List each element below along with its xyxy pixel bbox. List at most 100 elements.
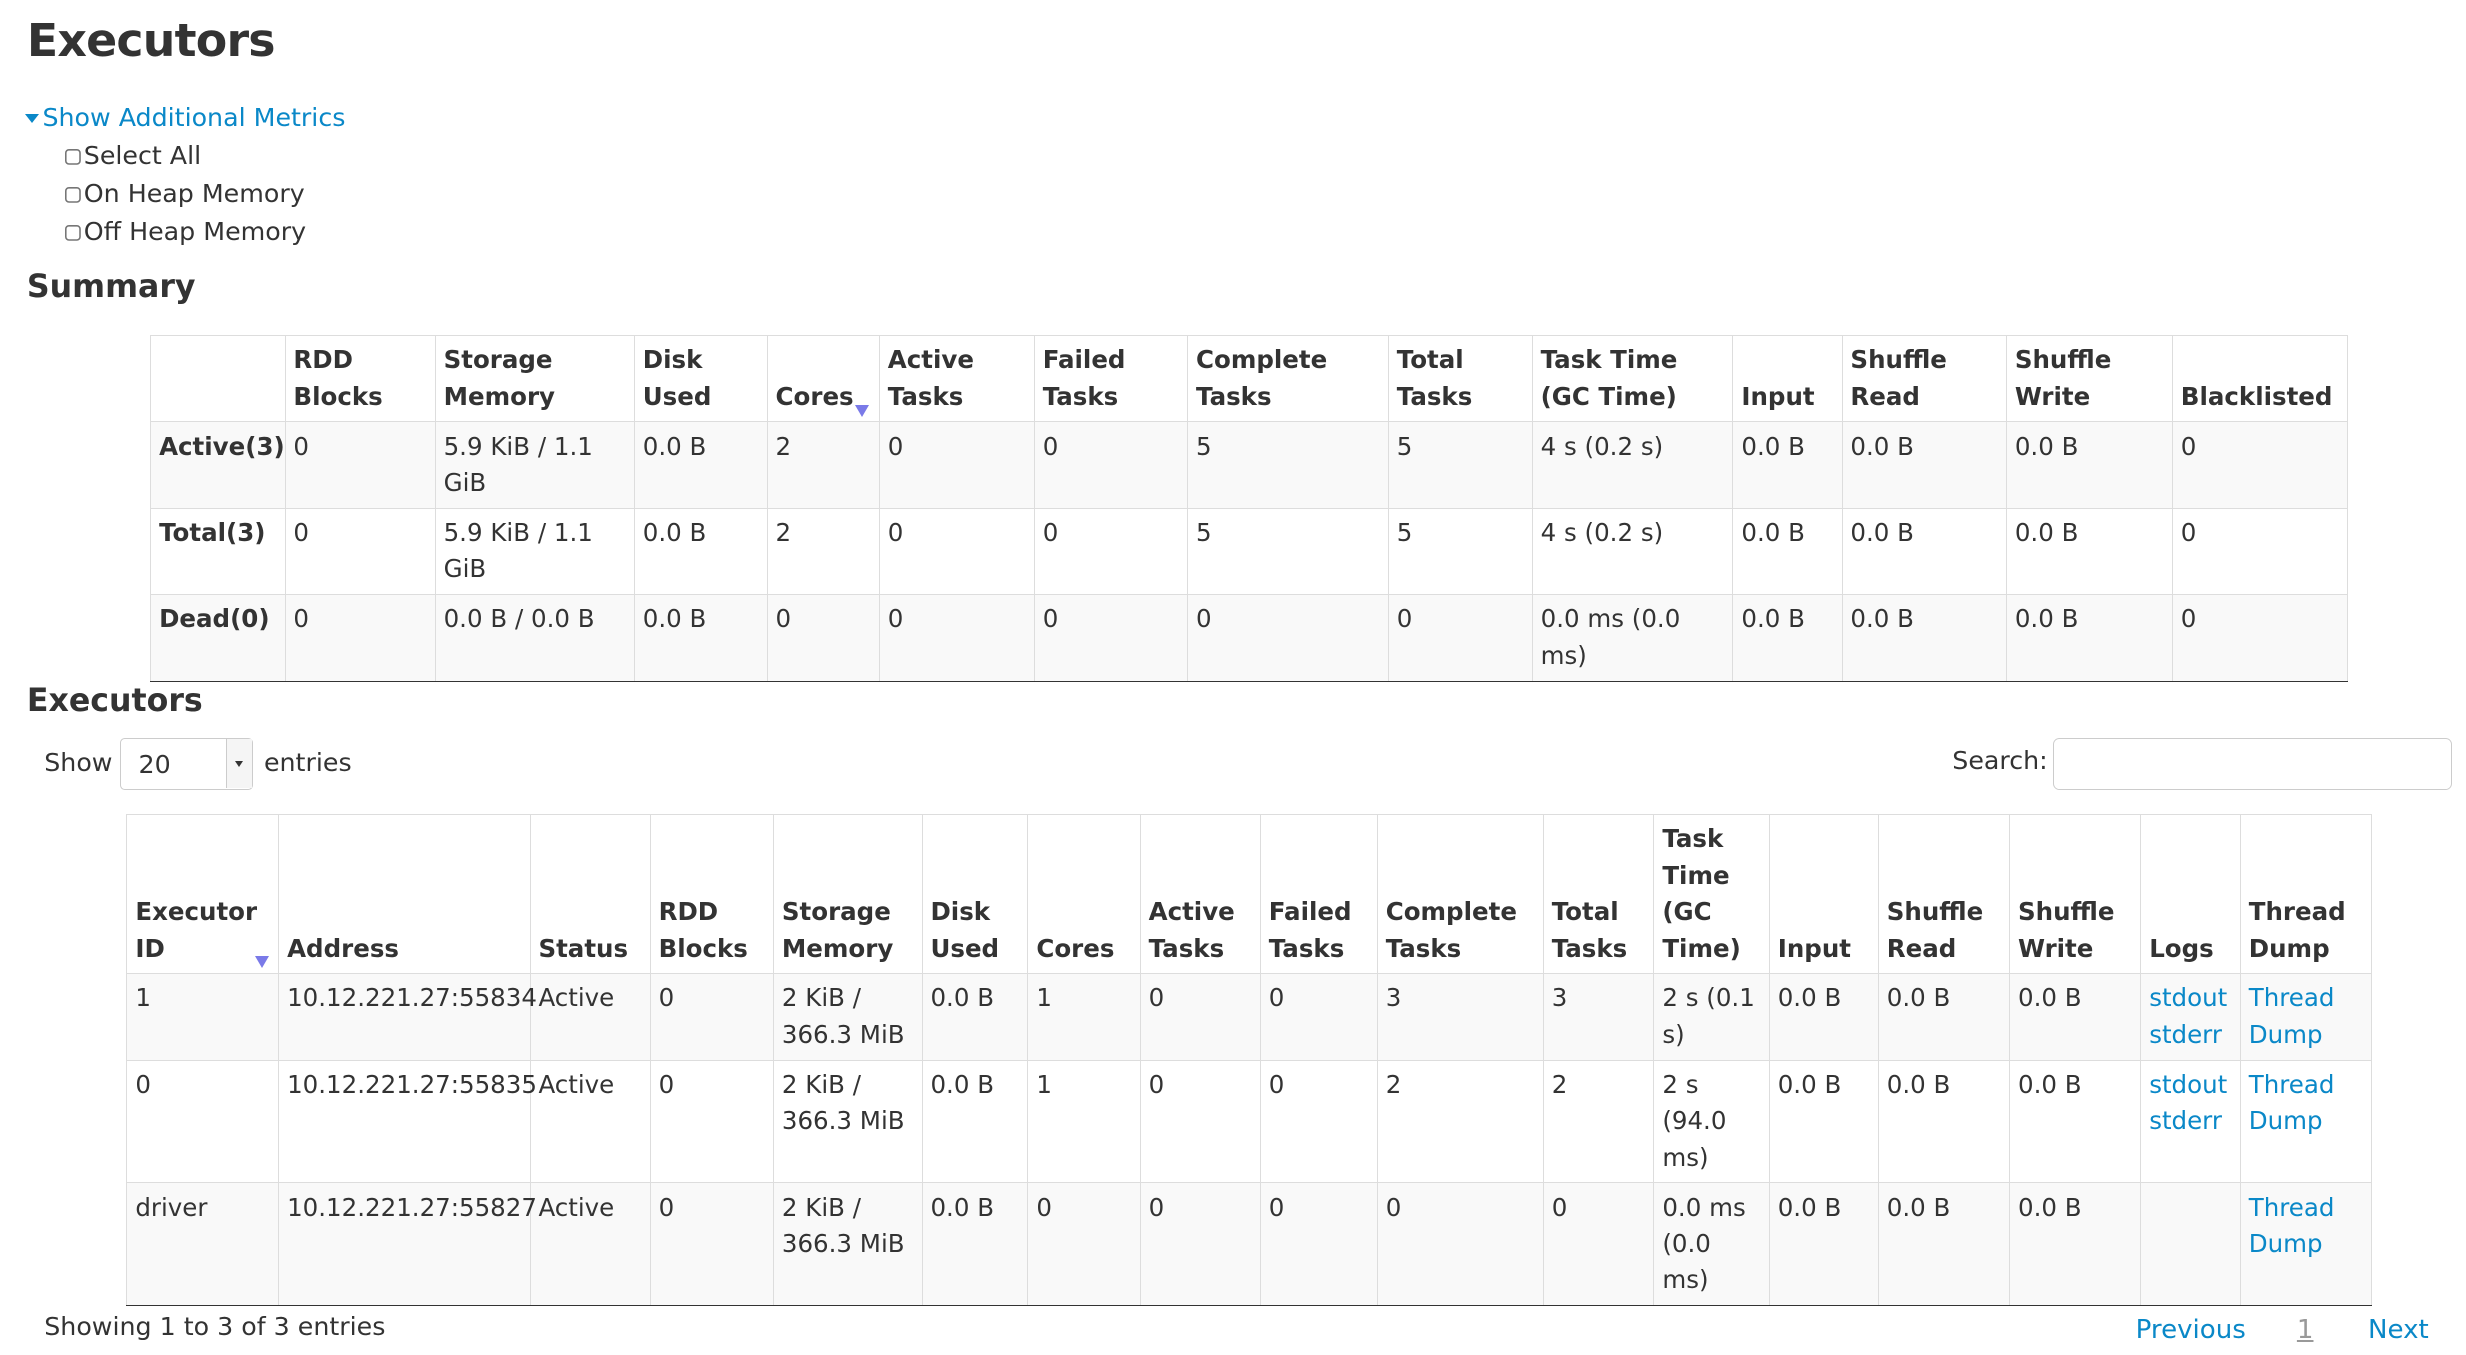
column-header[interactable]: Cores: [766, 335, 880, 423]
log-link-stdout[interactable]: stdout: [2149, 1069, 2228, 1099]
column-header[interactable]: Failed Tasks: [1033, 335, 1189, 423]
column-header[interactable]: Disk Used: [921, 814, 1029, 975]
column-header[interactable]: RDD Blocks: [649, 814, 774, 975]
table-cell: Active: [529, 1182, 651, 1306]
table-cell: 1: [126, 973, 280, 1061]
table-cell: 2 KiB / 366.3 MiB: [772, 1182, 923, 1306]
table-cell: 0: [878, 507, 1035, 596]
column-header[interactable]: Logs: [2140, 814, 2241, 975]
table-cell: 0.0 B: [633, 594, 768, 682]
header-label: Total Tasks: [1396, 345, 1473, 411]
table-info: Showing 1 to 3 of 3 entries: [44, 1312, 386, 1342]
table-cell: 3: [1542, 973, 1655, 1061]
table-cell: 0.0 B: [1732, 507, 1843, 596]
log-link-stdout[interactable]: stdout: [2149, 983, 2228, 1013]
table-cell: 0: [1376, 1182, 1544, 1306]
page-size-select[interactable]: 20: [120, 738, 253, 791]
column-header[interactable]: Address: [278, 814, 531, 975]
thread-dump-link[interactable]: Thread Dump: [2248, 983, 2335, 1049]
column-header[interactable]: Storage Memory: [434, 335, 635, 423]
table-cell: 0: [878, 594, 1035, 682]
column-header[interactable]: RDD Blocks: [284, 335, 436, 423]
on-heap-memory-checkbox[interactable]: On Heap Memory: [64, 178, 305, 208]
off-heap-memory-checkbox[interactable]: Off Heap Memory: [64, 216, 307, 246]
column-header[interactable]: Input: [1768, 814, 1879, 975]
show-additional-metrics-toggle[interactable]: Show Additional Metrics: [25, 103, 345, 132]
column-header[interactable]: Input: [1732, 335, 1843, 423]
table-cell: 0.0 B: [633, 421, 768, 509]
table-cell: 0.0 B: [2005, 507, 2173, 596]
column-header[interactable]: Task Time (GC Time): [1653, 814, 1770, 975]
column-header[interactable]: Task Time (GC Time): [1531, 335, 1734, 423]
table-row: Dead(0) 0 0.0 B / 0.0 B 0.0 B 0 0 0 0 0 0.0 ms (0…: [150, 594, 2349, 682]
sort-desc-icon: [855, 404, 870, 417]
thread-dump-link[interactable]: Thread Dump: [2248, 1192, 2335, 1258]
header-label: Task Time (GC Time): [1662, 824, 1741, 963]
log-link-stderr[interactable]: stderr: [2149, 1106, 2222, 1136]
table-row: driver 10.12.221.27:55827 Active 0 2 KiB / 3…: [126, 1182, 2373, 1306]
header-label: Cores: [775, 381, 854, 411]
table-cell: 0.0 B: [921, 1059, 1029, 1184]
column-header[interactable]: Disk Used: [633, 335, 768, 423]
table-cell: 4 s (0.2 s): [1531, 421, 1734, 509]
column-header[interactable]: Status: [529, 814, 651, 975]
column-header[interactable]: Shuffle Write: [2009, 814, 2142, 975]
table-cell: 0.0 B: [1732, 594, 1843, 682]
table-cell: 0.0 B: [2009, 1059, 2142, 1184]
next-button[interactable]: Next: [2368, 1315, 2429, 1346]
header-label: Storage Memory: [443, 345, 556, 411]
thread-dump-link[interactable]: Thread Dump: [2248, 1069, 2335, 1136]
summary-heading: Summary: [26, 268, 196, 305]
column-header[interactable]: Executor ID: [126, 814, 280, 975]
table-cell: 4 s (0.2 s): [1531, 507, 1734, 596]
table-cell: 2 KiB / 366.3 MiB: [772, 1059, 923, 1184]
header-label: Complete Tasks: [1196, 345, 1328, 411]
column-header[interactable]: Total Tasks: [1542, 814, 1655, 975]
table-cell: 0: [1027, 1182, 1141, 1306]
column-header[interactable]: Failed Tasks: [1259, 814, 1378, 975]
previous-button[interactable]: Previous: [2135, 1315, 2246, 1346]
column-header[interactable]: Blacklisted: [2171, 335, 2349, 423]
page-title: Executors: [26, 12, 276, 67]
search-input[interactable]: [2053, 738, 2452, 791]
table-cell: 0: [284, 421, 436, 509]
column-header[interactable]: Storage Memory: [772, 814, 923, 975]
header-label: Address: [287, 933, 399, 963]
column-header[interactable]: Shuffle Read: [1841, 335, 2007, 423]
table-cell: 0: [766, 594, 880, 682]
header-label: RDD Blocks: [658, 897, 748, 963]
table-cell: Active(3): [150, 421, 286, 509]
column-header[interactable]: Total Tasks: [1387, 335, 1533, 423]
log-link-stderr[interactable]: stderr: [2149, 1019, 2222, 1049]
header-label: Disk Used: [930, 897, 1000, 963]
header-label: Logs: [2149, 933, 2214, 963]
select-all-checkbox[interactable]: Select All: [64, 140, 202, 170]
header-label: Shuffle Write: [2014, 345, 2112, 411]
checkbox[interactable]: [64, 224, 83, 243]
table-cell: 0.0 B: [1841, 594, 2007, 682]
checkbox-label: Select All: [83, 140, 202, 170]
table-cell: 2: [766, 507, 880, 596]
checkbox[interactable]: [64, 148, 83, 167]
column-header[interactable]: Complete Tasks: [1376, 814, 1544, 975]
checkbox[interactable]: [64, 186, 83, 205]
header-label: Shuffle Write: [2017, 897, 2115, 963]
checkbox-label: Off Heap Memory: [83, 216, 307, 246]
column-header[interactable]: Cores: [1027, 814, 1141, 975]
logs-cell: [2140, 1182, 2241, 1306]
header-label: Disk Used: [642, 345, 712, 411]
table-cell: 0: [1387, 594, 1533, 682]
executors-heading: Executors: [26, 682, 203, 719]
column-header[interactable]: Active Tasks: [1139, 814, 1261, 975]
page-1-button[interactable]: 1: [2296, 1315, 2314, 1346]
column-header[interactable]: Shuffle Read: [1877, 814, 2011, 975]
table-cell: 1: [1027, 1059, 1141, 1184]
column-header[interactable]: Shuffle Write: [2005, 335, 2173, 423]
table-cell: 0: [284, 507, 436, 596]
column-header[interactable]: Complete Tasks: [1187, 335, 1389, 423]
column-header[interactable]: Active Tasks: [878, 335, 1035, 423]
column-header[interactable]: Thread Dump: [2239, 814, 2373, 975]
header-label: Executor ID: [135, 897, 258, 963]
checkbox-label: On Heap Memory: [83, 178, 305, 208]
